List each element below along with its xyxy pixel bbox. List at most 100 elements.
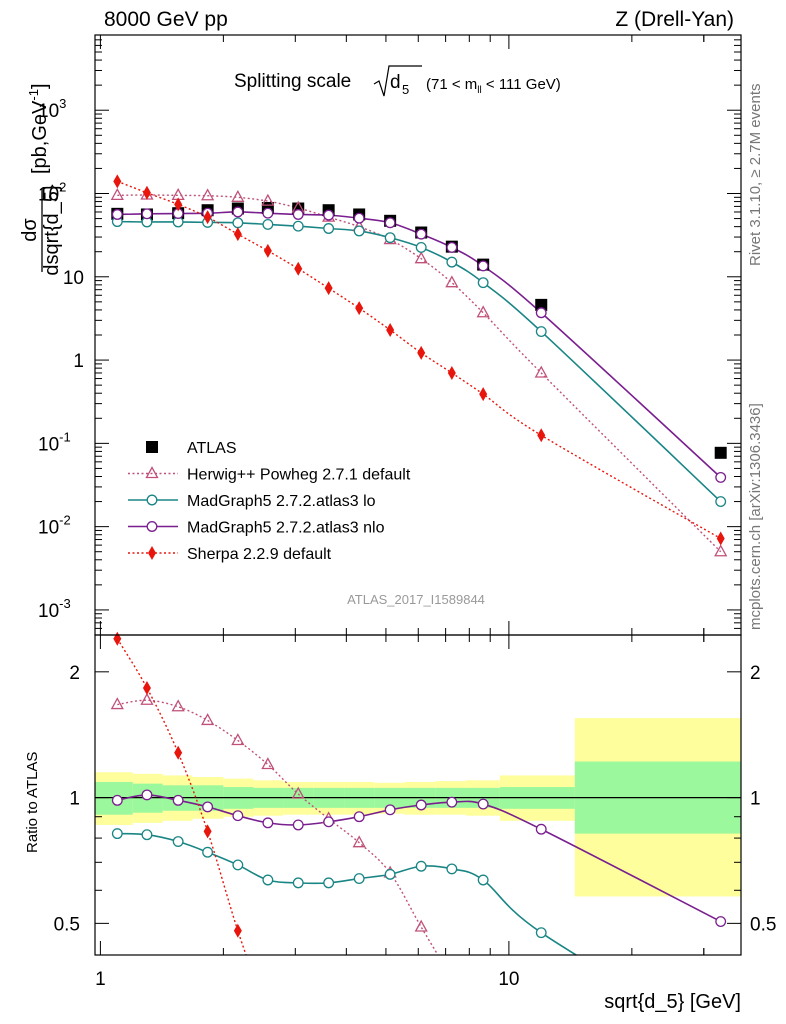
ratio-point-0-3 <box>201 713 215 726</box>
y-axis-label-denominator: dsqrt{d_5} <box>41 184 63 276</box>
chart-title-range: (71 < mll < 111 GeV) <box>426 76 561 96</box>
main-point-0-13 <box>535 298 548 311</box>
main-point-1-12 <box>476 305 490 318</box>
main-line-4 <box>117 180 722 540</box>
main-point-4-11 <box>447 365 456 380</box>
ratio-point-2-3 <box>202 801 214 813</box>
header-left: 8000 GeV pp <box>104 8 228 31</box>
legend: ATLAS Herwig++ Powheg 2.7.1 default MadGra… <box>128 440 411 563</box>
main-point-4-8 <box>355 301 364 316</box>
main-point-2-8 <box>353 225 365 237</box>
ratio-axes-box <box>94 634 742 956</box>
main-point-2-11 <box>446 256 458 268</box>
chart-title: Splitting scale <box>234 71 351 92</box>
ratio-point-2-11 <box>446 796 458 808</box>
ratio-point-2-9 <box>384 804 396 816</box>
ratio-point-1-7 <box>323 877 335 889</box>
main-point-2-5 <box>262 219 274 230</box>
ratio-point-3-4 <box>233 923 242 938</box>
main-point-3-4 <box>232 206 244 218</box>
mcplots-label: mcplots.cern.ch [arXiv:1306.3436] <box>747 403 764 630</box>
ratio-y-axis-label: Ratio to ATLAS <box>24 752 41 853</box>
legend-marker-0 <box>146 441 158 453</box>
ratio-point-2-12 <box>477 798 489 810</box>
ratio-axis-ticks: 0.5 0.5 1 1 2 2 1 10 <box>54 635 776 990</box>
main-point-2-13 <box>535 326 547 338</box>
ratio-point-1-4 <box>232 859 244 871</box>
ratio-point-0-5 <box>261 757 275 770</box>
main-point-2-6 <box>292 220 304 232</box>
ratio-point-1-0 <box>111 828 123 840</box>
legend-label-4: Sherpa 2.2.9 default <box>187 546 332 563</box>
main-point-3-1 <box>141 208 153 220</box>
rivet-label: Rivet 3.1.10, ≥ 2.7M events <box>747 83 764 267</box>
main-line-1 <box>117 194 722 553</box>
main-point-4-7 <box>324 281 333 296</box>
main-axes-box <box>94 34 742 636</box>
main-point-4-13 <box>537 428 546 443</box>
main-frame <box>94 34 742 636</box>
ratio-point-1-9 <box>384 868 396 880</box>
ratio-point-2-8 <box>353 811 365 823</box>
ratio-point-0-1 <box>140 692 154 705</box>
main-point-3-12 <box>477 260 489 272</box>
legend-marker-2 <box>146 494 158 506</box>
main-point-4-0 <box>113 174 122 189</box>
y-axis-label-numerator: dσ <box>19 218 41 242</box>
legend-label-3: MadGraph5 2.7.2.atlas3 nlo <box>187 520 385 537</box>
x-tick-label-1: 10 <box>498 969 519 990</box>
ratio-point-0-10 <box>414 919 428 932</box>
legend-marker-4 <box>148 546 156 560</box>
ratio-point-2-1 <box>141 789 153 801</box>
ratio-point-1-2 <box>172 836 184 847</box>
ratio-point-3-1 <box>142 680 151 695</box>
ratio-point-1-3 <box>202 846 214 858</box>
ratio-point-2-10 <box>415 799 427 811</box>
main-point-2-9 <box>384 232 396 244</box>
main-line-2 <box>117 220 722 503</box>
ratio-line-1 <box>117 832 578 955</box>
y-tick-label-6: 103 <box>38 96 66 122</box>
ratio-line-3 <box>116 638 247 955</box>
main-point-4-14 <box>716 531 725 546</box>
legend-label-0: ATLAS <box>187 440 237 457</box>
chart-title-sqrt: d 5 <box>373 65 422 97</box>
main-point-3-8 <box>353 212 365 224</box>
ratio-y-tick-label-right-1: 1 <box>750 789 761 810</box>
ratio-point-0-0 <box>110 697 124 710</box>
main-point-0-14 <box>714 446 727 459</box>
main-point-1-14 <box>714 544 728 557</box>
ratio-frame <box>94 634 742 956</box>
x-axis-label: sqrt{d_5} [GeV] <box>604 991 741 1013</box>
ratio-point-1-12 <box>477 874 489 886</box>
chart-title-sqrt-sub: 5 <box>402 82 409 97</box>
ratio-y-tick-label-right-0: 0.5 <box>750 914 776 935</box>
ratio-point-3-2 <box>174 745 183 760</box>
ratio-y-tick-label-right-2: 2 <box>750 663 761 684</box>
main-axis-ticks: 10-3 10-2 10-1 1 10 102 103 <box>38 34 741 636</box>
main-point-4-2 <box>174 197 183 212</box>
ratio-point-2-4 <box>232 810 244 822</box>
y-axis-label: dσ dsqrt{d_5} [pb,GeV-1] <box>19 83 63 275</box>
main-point-3-0 <box>111 209 123 220</box>
main-point-4-9 <box>386 322 395 337</box>
main-point-2-7 <box>323 223 335 234</box>
ratio-point-1-1 <box>141 829 153 841</box>
ratio-point-1-5 <box>262 874 274 886</box>
y-tick-label-4: 10 <box>63 268 84 289</box>
legend-marker-3 <box>146 521 158 532</box>
main-point-1-13 <box>534 365 548 378</box>
main-point-4-3 <box>203 210 212 225</box>
legend-marker-1 <box>145 466 159 479</box>
main-series <box>117 180 722 553</box>
y-tick-label-3: 1 <box>73 351 84 372</box>
main-point-4-5 <box>263 243 272 258</box>
ratio-point-1-11 <box>446 863 458 875</box>
main-point-2-12 <box>477 277 489 289</box>
ratio-point-2-13 <box>535 823 547 835</box>
main-point-3-10 <box>415 228 427 240</box>
ratio-point-3-3 <box>203 824 212 839</box>
ratio-point-0-6 <box>291 786 305 799</box>
ratio-point-1-10 <box>415 860 427 872</box>
y-tick-label-0: 10-3 <box>38 596 71 622</box>
